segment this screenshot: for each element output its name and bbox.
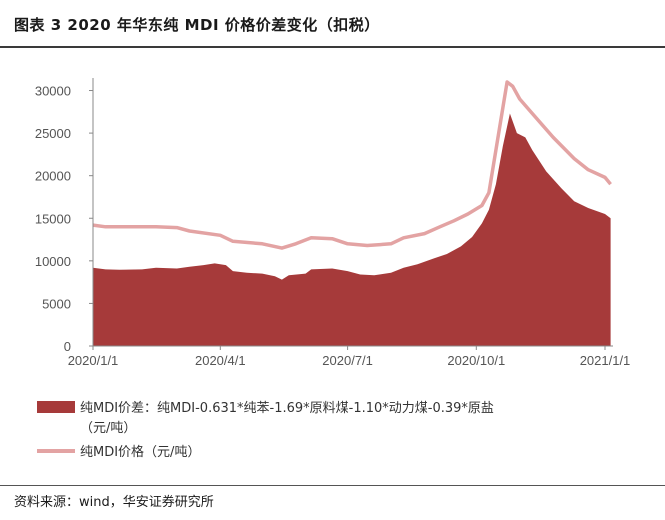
legend-label-spread-line2: （元/吨）	[80, 421, 136, 436]
source-divider	[0, 485, 665, 486]
legend-swatch-spread	[37, 401, 75, 413]
y-tick-label: 25000	[35, 126, 71, 141]
x-tick-label: 2020/4/1	[195, 353, 246, 368]
title-divider	[0, 46, 665, 48]
legend-label-price: 纯MDI价格（元/吨）	[80, 444, 200, 460]
series-area-spread	[93, 113, 611, 346]
legend-label-spread-line1: 纯MDI价差：纯MDI-0.631*纯苯-1.69*原料煤-1.10*动力煤-0…	[80, 401, 494, 416]
source-note: 资料来源：wind，华安证券研究所	[14, 495, 214, 510]
legend: 纯MDI价差：纯MDI-0.631*纯苯-1.69*原料煤-1.10*动力煤-0…	[37, 401, 494, 460]
x-tick-label: 2020/7/1	[322, 353, 373, 368]
y-tick-label: 0	[64, 339, 71, 354]
series-line-price	[92, 80, 612, 250]
y-tick-label: 15000	[35, 211, 71, 226]
x-tick-label: 2020/1/1	[68, 353, 119, 368]
plot-area: 0 5000 10000 15000 20000 25000 30000 2020/1/1 20…	[35, 78, 630, 368]
x-tick-label: 2021/1/1	[580, 353, 631, 368]
y-tick-label: 10000	[35, 254, 71, 269]
y-tick-label: 20000	[35, 169, 71, 184]
x-tick-label: 2020/10/1	[447, 353, 505, 368]
y-tick-label: 30000	[35, 84, 71, 99]
chart-title: 图表 3 2020 年华东纯 MDI 价格价差变化（扣税）	[14, 16, 380, 34]
y-tick-label: 5000	[42, 296, 71, 311]
